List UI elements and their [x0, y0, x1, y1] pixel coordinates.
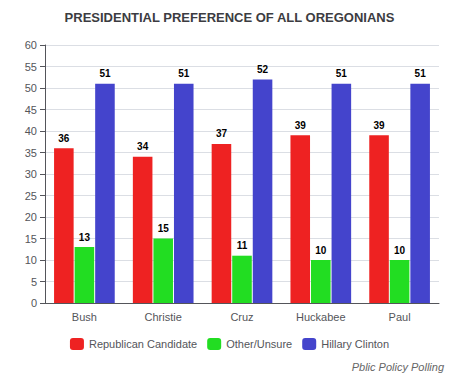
svg-text:Christie: Christie [145, 311, 182, 323]
svg-text:51: 51 [178, 68, 190, 79]
svg-text:51: 51 [336, 68, 348, 79]
svg-text:Pblic Policy Polling: Pblic Policy Polling [352, 361, 445, 373]
svg-text:Cruz: Cruz [230, 311, 253, 323]
svg-text:Paul: Paul [389, 311, 411, 323]
svg-text:60: 60 [25, 39, 37, 51]
svg-text:0: 0 [31, 297, 37, 309]
svg-text:36: 36 [58, 133, 70, 144]
svg-text:45: 45 [25, 104, 37, 116]
svg-text:55: 55 [25, 61, 37, 73]
svg-text:PRESIDENTIAL PREFERENCE OF ALL: PRESIDENTIAL PREFERENCE OF ALL OREGONIAN… [65, 10, 395, 25]
svg-text:13: 13 [79, 232, 91, 243]
svg-text:15: 15 [25, 233, 37, 245]
svg-text:Republican Candidate: Republican Candidate [89, 338, 197, 350]
svg-text:11: 11 [237, 240, 248, 251]
svg-text:35: 35 [25, 147, 37, 159]
svg-text:50: 50 [25, 82, 37, 94]
svg-text:Huckabee: Huckabee [296, 311, 346, 323]
svg-text:10: 10 [25, 254, 37, 266]
svg-text:5: 5 [31, 276, 37, 288]
svg-text:51: 51 [99, 68, 111, 79]
svg-text:Hillary Clinton: Hillary Clinton [321, 338, 389, 350]
svg-text:52: 52 [257, 64, 269, 75]
svg-text:10: 10 [315, 245, 327, 256]
svg-text:39: 39 [373, 120, 385, 131]
svg-text:37: 37 [216, 128, 228, 139]
svg-text:10: 10 [394, 245, 406, 256]
svg-text:51: 51 [415, 68, 427, 79]
svg-text:15: 15 [158, 223, 170, 234]
svg-text:Other/Unsure: Other/Unsure [226, 338, 292, 350]
svg-text:25: 25 [25, 190, 37, 202]
svg-text:30: 30 [25, 168, 37, 180]
svg-text:40: 40 [25, 125, 37, 137]
svg-text:34: 34 [137, 141, 149, 152]
svg-text:Bush: Bush [72, 311, 97, 323]
svg-text:20: 20 [25, 211, 37, 223]
svg-text:39: 39 [295, 120, 307, 131]
